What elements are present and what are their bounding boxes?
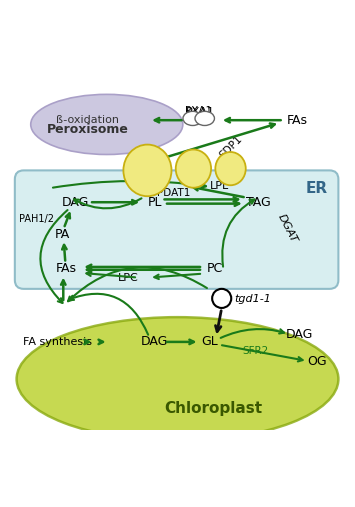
- FancyBboxPatch shape: [15, 170, 338, 289]
- Text: TAG: TAG: [246, 196, 271, 209]
- Text: SFR2: SFR2: [242, 346, 268, 356]
- Text: DGAT: DGAT: [275, 213, 299, 245]
- Text: DAG: DAG: [286, 329, 313, 341]
- Text: LD: LD: [136, 163, 159, 178]
- Circle shape: [212, 289, 231, 308]
- Text: DAG: DAG: [141, 336, 168, 348]
- Text: tgd1-1: tgd1-1: [234, 295, 271, 305]
- Ellipse shape: [176, 150, 211, 188]
- Text: ß-oxidation: ß-oxidation: [56, 115, 119, 125]
- Text: PDAT1: PDAT1: [157, 188, 191, 198]
- Text: DAG: DAG: [61, 196, 89, 209]
- Text: PL: PL: [147, 196, 162, 209]
- Text: GL: GL: [201, 336, 218, 348]
- Text: LD: LD: [222, 162, 239, 175]
- Text: Peroxisome: Peroxisome: [47, 123, 128, 135]
- Text: FAs: FAs: [287, 114, 308, 127]
- Text: Chloroplast: Chloroplast: [164, 401, 262, 416]
- Text: LD: LD: [184, 162, 203, 175]
- Text: FA synthesis: FA synthesis: [23, 337, 92, 347]
- Text: SDP1: SDP1: [218, 134, 245, 161]
- Text: FAs: FAs: [56, 262, 77, 275]
- Text: PAH1/2: PAH1/2: [18, 214, 54, 224]
- Text: PC: PC: [207, 262, 223, 275]
- Text: PXA1: PXA1: [186, 107, 215, 117]
- Ellipse shape: [124, 144, 171, 196]
- Ellipse shape: [31, 94, 183, 155]
- Text: X: X: [217, 292, 226, 305]
- Ellipse shape: [215, 152, 246, 185]
- Text: PXA1: PXA1: [185, 105, 212, 116]
- Text: ER: ER: [306, 180, 328, 196]
- Text: LPL: LPL: [210, 181, 230, 191]
- Ellipse shape: [17, 317, 338, 441]
- Ellipse shape: [195, 112, 214, 126]
- Text: OG: OG: [307, 355, 327, 368]
- Text: PA: PA: [55, 228, 70, 240]
- Ellipse shape: [183, 112, 202, 126]
- Text: LPC: LPC: [118, 273, 138, 282]
